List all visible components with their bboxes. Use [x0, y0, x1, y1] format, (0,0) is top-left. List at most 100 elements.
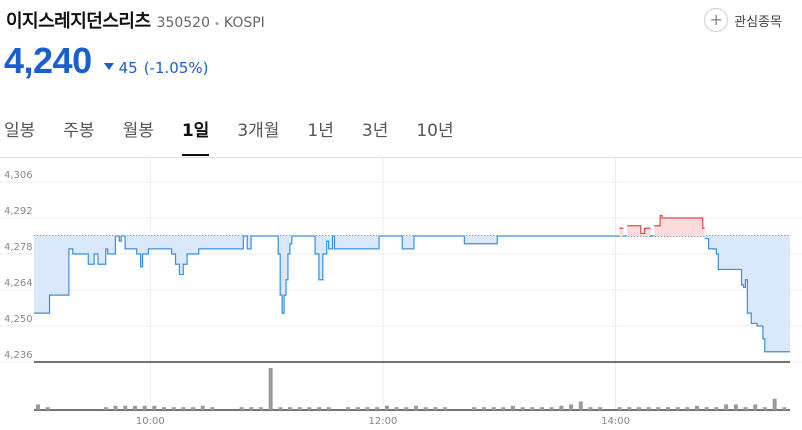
- volume-bar: [695, 405, 700, 410]
- volume-bar: [666, 407, 670, 410]
- x-tick-label: 14:00: [601, 416, 630, 427]
- volume-bar: [404, 407, 409, 410]
- price-row: 4,240 45 (-1.05%): [4, 40, 208, 82]
- volume-bar: [142, 405, 147, 410]
- volume-bar: [578, 401, 583, 410]
- volume-bar: [268, 368, 273, 410]
- volume-bar: [772, 398, 777, 410]
- volume-bar: [704, 407, 709, 410]
- volume-bar: [530, 407, 535, 410]
- volume-bar: [113, 405, 118, 410]
- volume-bar: [123, 405, 128, 410]
- volume-bar: [753, 404, 758, 410]
- change-percent: (-1.05%): [143, 59, 209, 77]
- period-tabs: 일봉 주봉 월봉 1일 3개월 1년 3년 10년: [0, 110, 802, 158]
- volume-bar: [491, 407, 496, 410]
- volume-bar: [733, 404, 738, 410]
- volume-bars: [36, 368, 787, 410]
- volume-bar: [191, 407, 196, 410]
- tab-weekly[interactable]: 주봉: [63, 121, 95, 141]
- stock-name: 이지스레지던스리츠: [6, 11, 151, 32]
- volume-bar: [520, 407, 525, 410]
- volume-bar: [200, 405, 205, 410]
- add-to-watchlist-button[interactable]: + 관심종목: [704, 8, 782, 32]
- chart-grid: [0, 158, 802, 411]
- volume-bar: [782, 407, 787, 410]
- tab-divider: [0, 157, 802, 158]
- tab-1year[interactable]: 1년: [307, 121, 334, 141]
- volume-bar: [249, 407, 254, 410]
- volume-bar: [443, 407, 448, 410]
- intraday-chart[interactable]: 4,306 4,292 4,278 4,264 4,250 4,236 10:00 12:0…: [0, 158, 802, 430]
- volume-bar: [724, 404, 729, 410]
- change-amount: 45: [118, 59, 138, 77]
- volume-bar: [617, 407, 622, 410]
- volume-bar: [36, 404, 40, 410]
- volume-bar: [181, 407, 186, 410]
- plus-icon: +: [704, 8, 729, 32]
- y-axis-labels: 4,306 4,292 4,278 4,264 4,250 4,236: [4, 170, 33, 361]
- tab-daily[interactable]: 일봉: [4, 121, 36, 141]
- volume-bar: [636, 407, 641, 410]
- separator-dot: •: [214, 19, 220, 30]
- volume-bar: [540, 407, 544, 410]
- tab-3months[interactable]: 3개월: [237, 121, 280, 141]
- down-arrow-icon: [103, 63, 114, 70]
- volume-bar: [365, 407, 370, 410]
- y-tick-label: 4,264: [4, 278, 33, 289]
- volume-bar: [510, 405, 515, 410]
- y-tick-label: 4,236: [4, 350, 33, 361]
- volume-bar: [646, 407, 651, 410]
- volume-bar: [288, 407, 292, 410]
- volume-bar: [569, 404, 574, 410]
- volume-bar: [762, 407, 767, 410]
- volume-bar: [433, 407, 438, 410]
- volume-bar: [278, 407, 283, 410]
- volume-bar: [481, 407, 486, 410]
- x-tick-label: 12:00: [369, 416, 398, 427]
- volume-bar: [675, 407, 680, 410]
- volume-bar: [317, 407, 322, 410]
- volume-bar: [423, 407, 428, 410]
- volume-bar: [346, 407, 351, 410]
- tab-3years[interactable]: 3년: [361, 121, 389, 141]
- below-baseline-area: [34, 236, 790, 352]
- volume-bar: [152, 405, 157, 410]
- y-tick-label: 4,250: [4, 314, 33, 325]
- volume-bar: [627, 407, 632, 410]
- price-change: 45 (-1.05%): [103, 59, 209, 77]
- volume-bar: [210, 407, 215, 410]
- volume-bar: [549, 407, 554, 410]
- volume-bar: [685, 407, 690, 410]
- current-price: 4,240: [4, 40, 92, 81]
- volume-bar: [501, 407, 506, 410]
- volume-bar: [162, 407, 166, 410]
- stock-header: 이지스레지던스리츠 350520 • KOSPI: [6, 7, 265, 35]
- volume-bar: [384, 405, 389, 410]
- volume-bar: [598, 407, 603, 410]
- volume-bar: [239, 407, 244, 410]
- tab-1day[interactable]: 1일: [181, 110, 210, 156]
- tab-10years[interactable]: 10년: [416, 121, 454, 141]
- y-tick-label: 4,292: [4, 206, 33, 217]
- volume-bar: [297, 407, 302, 410]
- below-baseline-line: [34, 235, 790, 353]
- price-line: [34, 214, 790, 353]
- market-name: KOSPI: [223, 15, 265, 31]
- volume-bar: [103, 407, 108, 410]
- volume-bar: [171, 407, 176, 410]
- volume-bar: [414, 405, 418, 410]
- y-tick-label: 4,306: [4, 170, 33, 181]
- y-tick-label: 4,278: [4, 242, 33, 253]
- volume-bar: [394, 407, 399, 410]
- tab-monthly[interactable]: 월봉: [122, 121, 154, 141]
- volume-bar: [588, 407, 593, 410]
- volume-bar: [45, 407, 50, 410]
- volume-bar: [743, 407, 748, 410]
- stock-code: 350520: [156, 15, 210, 31]
- volume-bar: [132, 405, 137, 410]
- volume-bar: [326, 407, 331, 410]
- watchlist-label: 관심종목: [734, 14, 782, 30]
- volume-bar: [258, 407, 263, 410]
- x-tick-label: 10:00: [136, 416, 165, 427]
